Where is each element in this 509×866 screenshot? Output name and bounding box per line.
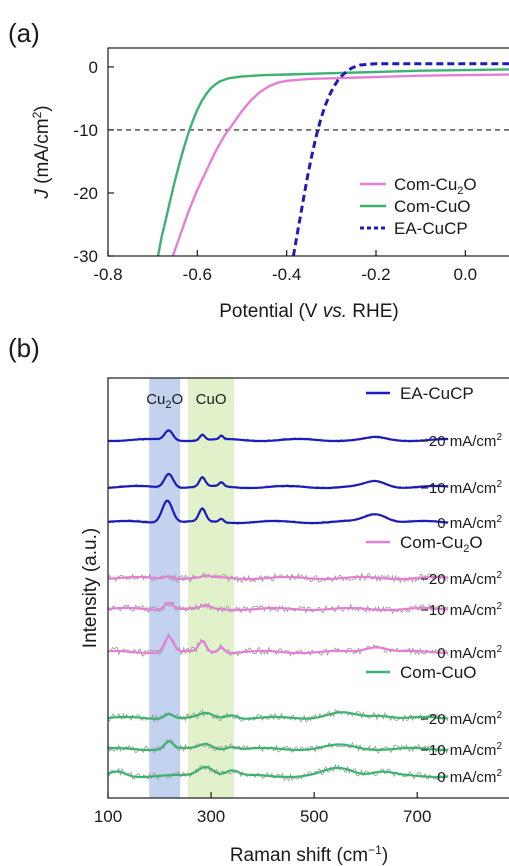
- y-tick-label: -30: [73, 247, 98, 266]
- x-tick-label: 100: [94, 807, 122, 826]
- trace-current-density-label: −20 mA/cm2: [420, 570, 502, 588]
- y-tick-label: -10: [73, 121, 98, 140]
- x-axis-label-b: Raman shift (cm−1): [230, 843, 388, 866]
- y-axis-label-a: J (mA/cm2): [30, 105, 53, 199]
- y-axis-label-b: Intensity (a.u.): [80, 528, 101, 648]
- trace-current-density-label: −10 mA/cm2: [420, 741, 502, 759]
- smoothed-spectrum-trace: [107, 635, 449, 655]
- plot-area-a: [156, 62, 509, 257]
- band-label: Cu2O: [146, 391, 183, 411]
- x-tick-label: 500: [300, 807, 328, 826]
- smoothed-spectrum-trace: [108, 574, 449, 581]
- x-tick-label: 0.0: [454, 265, 478, 284]
- smoothed-spectrum-trace: [107, 740, 449, 752]
- panel-b-label: (b): [8, 333, 40, 363]
- series-line-ea-cucp: [291, 62, 509, 257]
- legend-entry: Com-CuO: [394, 197, 471, 216]
- smoothed-spectrum-trace: [107, 601, 449, 612]
- group-legend-label: EA-CuCP: [400, 384, 474, 403]
- smoothed-spectrum-trace: [107, 499, 449, 525]
- trace-current-density-label: −20 mA/cm2: [420, 432, 502, 450]
- highlight-band: [187, 378, 235, 798]
- trace-current-density-label: 0 mA/cm2: [437, 514, 502, 532]
- group-legend-label: Com-Cu2O: [400, 533, 483, 555]
- trace-current-density-label: −20 mA/cm2: [420, 710, 502, 728]
- x-tick-label: -0.8: [93, 265, 122, 284]
- y-ticks-a: 0 -10 -20 -30: [73, 58, 114, 266]
- y-tick-label: -20: [73, 184, 98, 203]
- smoothed-spectrum-trace: [108, 472, 449, 490]
- smoothed-spectrum-trace: [107, 711, 449, 720]
- panel-a-label: (a): [8, 18, 40, 48]
- panel-b-raman-chart: (b) Cu2O CuO 100 300 500 700 EA-CuCP −20 mA/c…: [8, 333, 509, 866]
- legend-entry: Com-Cu2O: [394, 175, 477, 197]
- raw-spectrum-trace: [107, 708, 449, 723]
- trace-current-density-label: −10 mA/cm2: [420, 479, 502, 497]
- x-tick-label: -0.6: [183, 265, 212, 284]
- x-tick-label: -0.2: [361, 265, 390, 284]
- x-axis-label-a: Potential (V vs. RHE): [219, 301, 399, 322]
- x-ticks-b: 100 300 500 700: [94, 792, 431, 826]
- x-tick-label: -0.4: [272, 265, 301, 284]
- x-tick-label: 700: [403, 807, 431, 826]
- highlight-band: [149, 378, 181, 798]
- highlight-bands: Cu2O CuO: [146, 378, 235, 798]
- trace-current-density-label: 0 mA/cm2: [437, 644, 502, 662]
- x-ticks-a: -0.8 -0.6 -0.4 -0.2 0.0: [93, 250, 477, 284]
- smoothed-spectrum-trace: [108, 429, 449, 443]
- trace-current-density-label: 0 mA/cm2: [437, 768, 502, 786]
- axes-frame-a: [107, 47, 509, 257]
- series-line-com-cuo: [156, 68, 509, 257]
- axes-frame-b: [107, 377, 509, 799]
- panel-a-lsv-chart: (a) -0.8 -0.6 -0.4 -0.2 0.0 0 -10 -20 -30 Poten…: [8, 18, 509, 322]
- plot-area-b: [107, 429, 449, 782]
- legend-entry: EA-CuCP: [394, 219, 468, 238]
- group-legend-label: Com-CuO: [400, 663, 477, 682]
- trace-current-density-label: −10 mA/cm2: [420, 601, 502, 619]
- y-tick-label: 0: [89, 58, 98, 77]
- band-label: CuO: [196, 391, 227, 408]
- smoothed-spectrum-trace: [107, 765, 449, 779]
- x-tick-label: 300: [197, 807, 225, 826]
- series-line-com-cu2o: [171, 73, 509, 257]
